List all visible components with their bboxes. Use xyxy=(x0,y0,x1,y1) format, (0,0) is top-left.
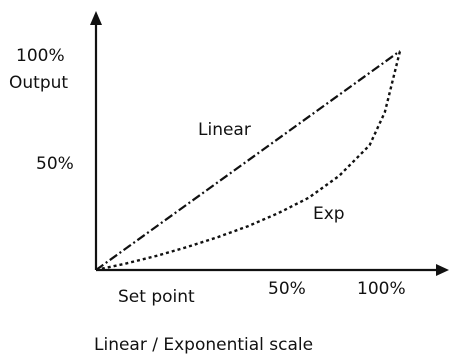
y-axis-arrow xyxy=(90,11,102,25)
x-tick-label-50: 50% xyxy=(268,279,306,299)
y-axis-label: Output xyxy=(9,73,68,93)
x-axis-label: Set point xyxy=(118,287,195,307)
series-line-linear xyxy=(95,50,401,271)
series-label-exp: Exp xyxy=(313,204,345,224)
x-axis-arrow xyxy=(436,264,449,276)
y-tick-label-100: 100% xyxy=(16,46,65,66)
y-tick-label-50: 50% xyxy=(36,154,74,174)
series-label-linear: Linear xyxy=(198,120,251,140)
series-line-exp xyxy=(95,50,402,272)
x-tick-label-100: 100% xyxy=(357,279,406,299)
chart-caption: Linear / Exponential scale xyxy=(94,335,313,355)
